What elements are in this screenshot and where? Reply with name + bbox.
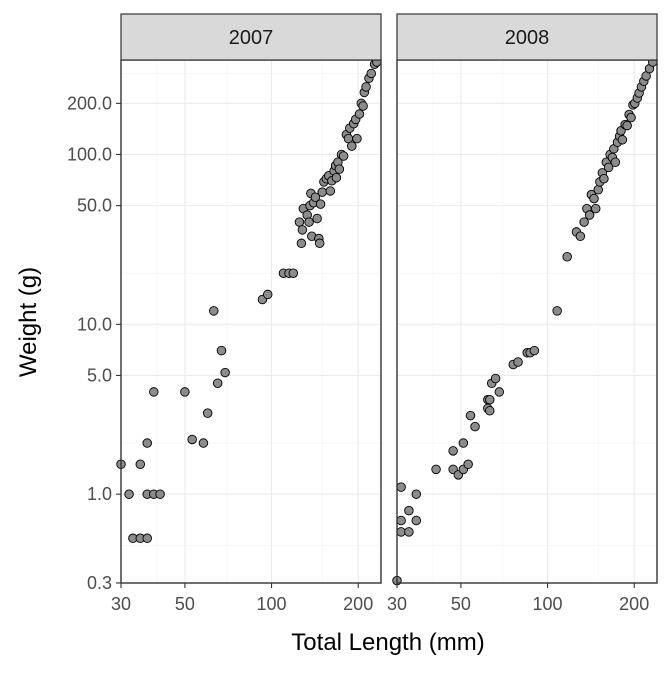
data-point [296,238,307,249]
data-point [485,405,495,416]
data-point [198,438,209,448]
data-point [513,357,523,367]
data-point [180,387,190,397]
y-axis-title: Weight (g) [15,267,42,377]
strip-background [396,13,658,61]
data-point [617,135,628,145]
data-point [216,345,227,356]
x-tick-label: 100 [257,594,287,614]
y-tick-label: 100.0 [67,144,112,164]
data-point [354,109,365,119]
data-point [220,367,230,378]
x-axes: 30 50 100 200 30 50 100 200 [111,583,649,614]
strip-label: 2007 [229,27,274,49]
data-point [262,289,273,300]
panels-group: 2007 2008 [116,13,658,586]
data-point [431,464,441,475]
data-point [448,446,458,456]
points-2007 [116,57,382,544]
data-point [494,387,505,397]
data-point [142,438,152,448]
data-point [297,225,308,235]
data-point [411,515,422,526]
x-axis-title: Total Length (mm) [291,629,484,656]
data-point [593,185,603,195]
data-point [589,193,599,204]
data-point [325,186,336,196]
data-point [317,187,327,197]
data-point [575,231,586,242]
data-point [599,173,609,184]
data-point [142,533,152,544]
data-point [312,213,322,224]
data-point [315,199,326,209]
data-point [584,210,595,220]
data-point [622,120,632,131]
data-point [396,515,406,526]
y-tick-label: 0.3 [87,573,112,593]
data-point [603,162,614,173]
data-point [529,345,540,356]
data-point [334,164,345,174]
data-point [458,438,469,448]
y-tick-label: 50.0 [77,196,112,216]
data-point [212,378,223,388]
panel-2008: 2008 [392,13,658,586]
data-point [124,489,134,499]
data-point [135,459,146,470]
x-tick-label: 100 [533,594,563,614]
x-tick-label: 50 [175,594,195,614]
data-point [358,101,368,111]
panel-2007: 2007 [116,13,382,584]
data-point [396,527,406,537]
data-point [590,203,601,214]
data-point [463,459,473,470]
data-point [411,489,422,499]
data-point [338,151,349,161]
data-point [314,238,325,249]
data-point [209,306,219,316]
data-point [552,306,562,316]
strip-background [120,13,382,61]
data-point [404,527,414,537]
data-point [304,217,314,227]
data-point [155,489,165,499]
data-point [149,387,159,397]
data-point [288,268,299,278]
y-tick-label: 5.0 [87,365,112,385]
x-tick-label: 50 [451,594,471,614]
data-point [610,157,621,168]
data-point [366,68,377,79]
x-tick-label: 200 [619,594,649,614]
data-point [626,112,636,123]
data-point [396,482,406,492]
data-point [310,192,321,203]
data-point [187,434,197,445]
data-point [352,133,362,144]
data-point [202,408,213,418]
data-point [470,421,480,432]
data-point [465,410,476,421]
data-point [562,251,572,262]
y-tick-label: 1.0 [87,484,112,504]
data-point [579,217,589,227]
y-tick-label: 200.0 [67,93,112,113]
x-tick-label: 200 [343,594,373,614]
data-point [485,394,495,405]
points-2008 [392,57,658,586]
data-point [331,172,342,183]
data-point [294,217,305,227]
data-point [490,373,501,384]
y-tick-label: 10.0 [77,314,112,334]
x-tick-label: 30 [111,594,131,614]
x-tick-label: 30 [387,594,407,614]
data-point [361,82,371,92]
strip-label: 2008 [505,27,550,49]
data-point [347,141,357,151]
y-axis: 0.3 1.0 5.0 10.0 50.0 100.0 200.0 [67,93,121,593]
data-point [404,505,414,516]
panel-background [121,60,381,583]
